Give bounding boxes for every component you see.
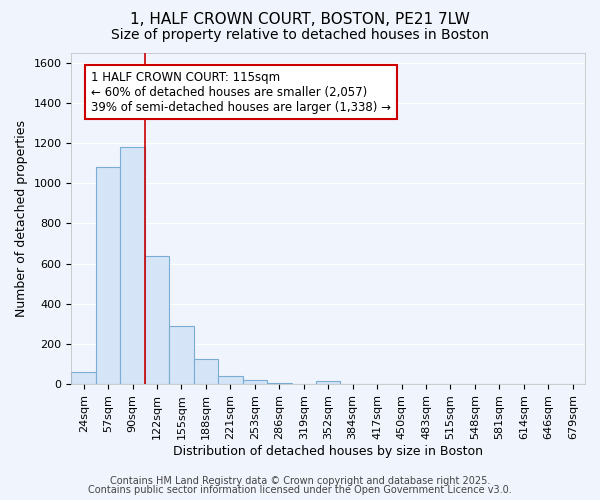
Bar [242,380,267,384]
Bar [316,381,340,384]
Bar [267,383,292,384]
Y-axis label: Number of detached properties: Number of detached properties [15,120,28,317]
Bar [218,376,242,384]
Text: 1, HALF CROWN COURT, BOSTON, PE21 7LW: 1, HALF CROWN COURT, BOSTON, PE21 7LW [130,12,470,28]
Text: Contains public sector information licensed under the Open Government Licence v3: Contains public sector information licen… [88,485,512,495]
X-axis label: Distribution of detached houses by size in Boston: Distribution of detached houses by size … [173,444,483,458]
Bar [169,326,194,384]
Bar [194,359,218,384]
Text: 1 HALF CROWN COURT: 115sqm
← 60% of detached houses are smaller (2,057)
39% of s: 1 HALF CROWN COURT: 115sqm ← 60% of deta… [91,70,391,114]
Bar [145,256,169,384]
Text: Size of property relative to detached houses in Boston: Size of property relative to detached ho… [111,28,489,42]
Bar [71,372,96,384]
Bar [121,147,145,384]
Text: Contains HM Land Registry data © Crown copyright and database right 2025.: Contains HM Land Registry data © Crown c… [110,476,490,486]
Bar [96,167,121,384]
